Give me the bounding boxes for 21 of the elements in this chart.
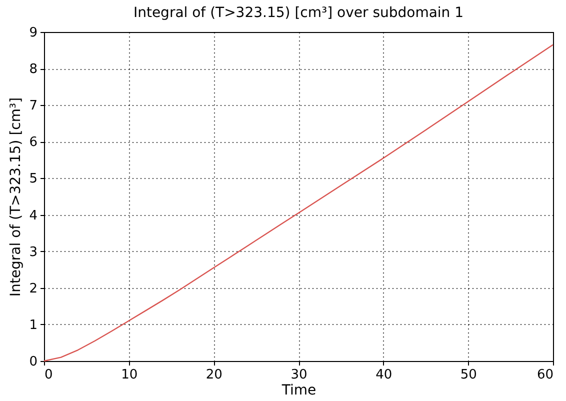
- y-tick-label: 9: [29, 26, 38, 40]
- x-tick-label: 50: [460, 368, 477, 382]
- x-tick-label: 40: [376, 368, 392, 382]
- y-axis-title: Integral of (T>323.15) [cm³]: [8, 97, 24, 297]
- line-series: [43, 44, 554, 362]
- x-tick-label: 0: [44, 368, 53, 382]
- y-tick-label: 8: [29, 62, 38, 78]
- x-tick-label: 60: [536, 368, 554, 382]
- y-tick-label: 6: [29, 135, 38, 150]
- x-tick-label: 10: [121, 368, 138, 382]
- y-tick-label: 2: [29, 281, 38, 296]
- x-tick-label: 20: [206, 368, 222, 382]
- x-axis-title: Time: [280, 382, 316, 398]
- y-tick-label: 4: [29, 208, 38, 224]
- y-tick-label: 7: [29, 98, 38, 114]
- y-tick-label: 0: [29, 354, 38, 370]
- chart-title: Integral of (T>323.15) [cm³] over subdomain 1: [133, 5, 464, 21]
- y-tick-label: 3: [29, 244, 38, 260]
- y-tick-label: 5: [29, 172, 38, 187]
- x-tick-label: 30: [290, 368, 308, 382]
- y-tick-label: 1: [29, 318, 38, 333]
